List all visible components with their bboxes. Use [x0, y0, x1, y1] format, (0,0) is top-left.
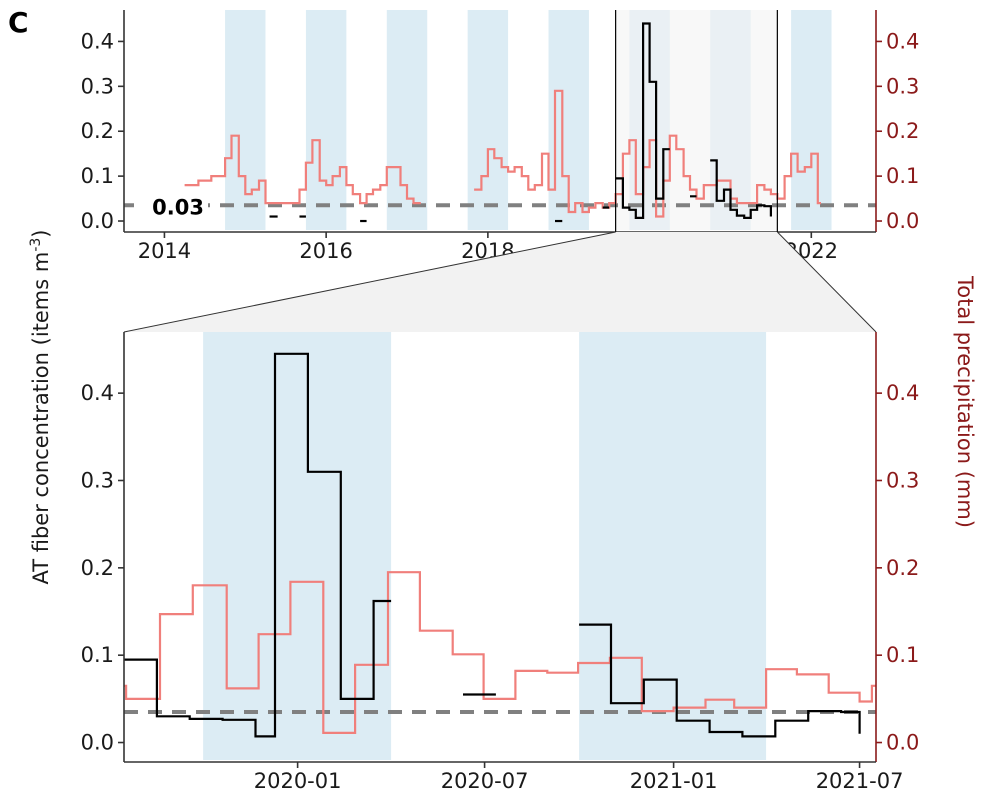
x-tick-label: 2016: [299, 239, 352, 263]
overview-concentration-series: [269, 22, 772, 223]
y-tick-label-right: 0.0: [886, 731, 919, 755]
y-tick-label-right: 0.3: [886, 468, 919, 492]
y-tick-label-right: 0.1: [886, 164, 919, 188]
y-tick-label-right: 0.0: [886, 209, 919, 233]
zoom-precipitation-series: [124, 571, 876, 734]
zoom-connector: [123, 231, 877, 333]
threshold-label: 0.03: [152, 195, 204, 219]
concentration-line: [615, 22, 772, 219]
shaded-period: [579, 332, 767, 760]
concentration-line: [124, 352, 861, 738]
zoom-concentration-series: [124, 352, 861, 738]
y-tick-label-left: 0.0: [81, 209, 114, 233]
y-tick-label-right: 0.4: [886, 29, 919, 53]
precipitation-line: [124, 571, 876, 734]
x-tick-label: 2014: [138, 239, 191, 263]
y-tick-label-right: 0.1: [886, 643, 919, 667]
x-tick-label: 2020-01: [254, 769, 342, 793]
y-axis-label-left-tail: ): [29, 229, 53, 237]
shaded-period: [791, 10, 832, 230]
y-tick-label-right: 0.4: [886, 381, 919, 405]
y-axis-label-left-sup: -3: [28, 238, 44, 252]
shaded-period: [305, 10, 347, 230]
threshold-label-backdrop: [134, 191, 208, 218]
x-tick-label: 2021-07: [816, 769, 904, 793]
shaded-period: [467, 10, 509, 230]
y-tick-label-left: 0.3: [81, 74, 114, 98]
y-tick-label-left: 0.1: [81, 643, 114, 667]
zoom-connector-right: [776, 231, 877, 333]
zoom-connector-left: [123, 231, 616, 333]
y-tick-label-right: 0.2: [886, 119, 919, 143]
zoom-axes: 0.0 0.0 0.1 0.1 0.2 0.2 0.3 0.3 0.4 0.4 2020-01 202…: [81, 332, 919, 793]
y-tick-label-right: 0.2: [886, 556, 919, 580]
shaded-period: [225, 10, 266, 230]
y-axis-label-left-main: AT fiber concentration (items m: [29, 252, 53, 585]
y-axis-label-left: AT fiber concentration (items m-3): [28, 229, 53, 584]
panel-label: C: [8, 6, 29, 39]
y-tick-label-left: 0.4: [81, 29, 114, 53]
y-tick-label-left: 0.2: [81, 119, 114, 143]
y-tick-label-right: 0.3: [886, 74, 919, 98]
shaded-period: [203, 332, 392, 760]
y-tick-label-left: 0.0: [81, 731, 114, 755]
y-tick-label-left: 0.1: [81, 164, 114, 188]
y-tick-label-left: 0.4: [81, 381, 114, 405]
x-tick-label: 2021-01: [630, 769, 718, 793]
y-tick-label-left: 0.2: [81, 556, 114, 580]
y-tick-label-left: 0.3: [81, 468, 114, 492]
overview-threshold-layer: [124, 191, 876, 218]
y-axis-label-right: Total precipitation (mm): [953, 275, 977, 528]
zoom-connector-fill: [124, 232, 876, 332]
x-tick-label: 2020-07: [441, 769, 529, 793]
